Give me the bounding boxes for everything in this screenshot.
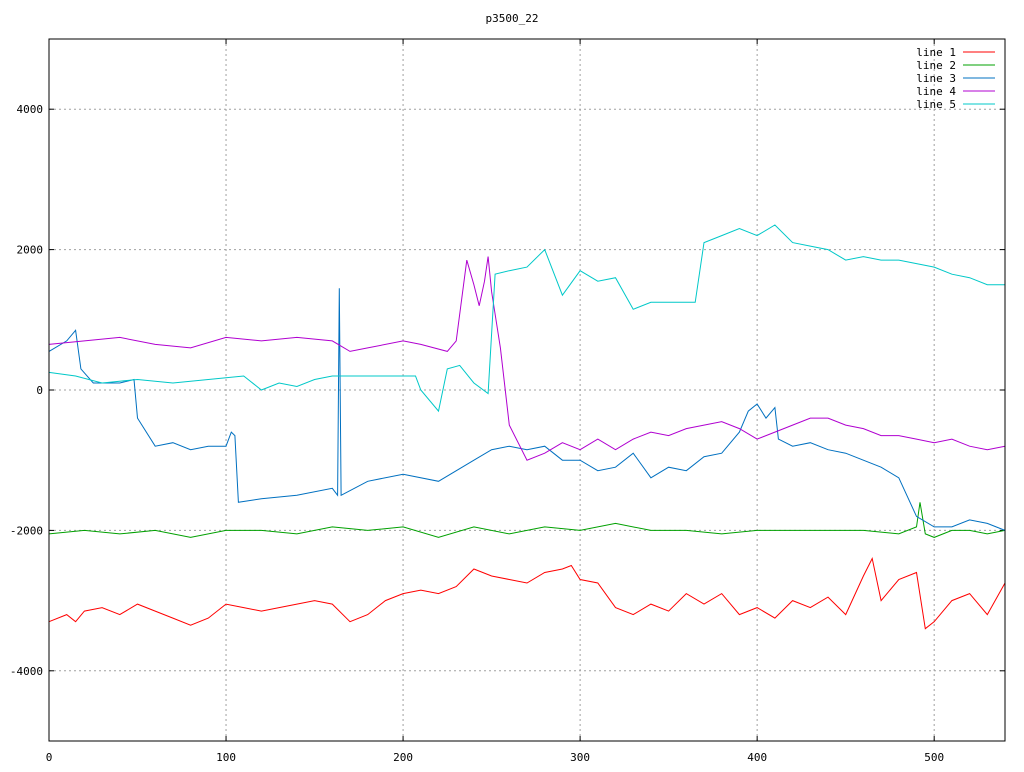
series-line-2: [48, 502, 1006, 538]
series-line-1: [48, 557, 1006, 630]
series-group: [48, 224, 1006, 630]
legend-label: line 2: [916, 59, 956, 72]
plot-frame: [48, 38, 1006, 742]
legend-label: line 5: [916, 98, 956, 111]
y-tick-label: -4000: [10, 665, 43, 678]
y-tick-label: 0: [36, 384, 43, 397]
grid-lines: [49, 39, 1005, 741]
series-line-3: [48, 288, 1006, 531]
y-tick-label: 2000: [17, 244, 44, 257]
legend-label: line 1: [916, 46, 956, 59]
x-tick-label: 400: [747, 751, 767, 764]
series-line-4: [48, 256, 1006, 461]
series-line-5: [48, 224, 1005, 413]
legend-label: line 3: [916, 72, 956, 85]
chart-title: p3500_22: [486, 12, 539, 25]
x-tick-label: 300: [570, 751, 590, 764]
axis-ticks: 0 100 200 300 400 500 -4000 -2000 0 2000 4000: [10, 39, 1005, 764]
x-tick-label: 100: [216, 751, 236, 764]
x-tick-label: 200: [393, 751, 413, 764]
x-tick-label: 500: [924, 751, 944, 764]
y-tick-label: 4000: [17, 103, 44, 116]
x-tick-label: 0: [46, 751, 53, 764]
y-tick-label: -2000: [10, 524, 43, 537]
legend-label: line 4: [916, 85, 956, 98]
